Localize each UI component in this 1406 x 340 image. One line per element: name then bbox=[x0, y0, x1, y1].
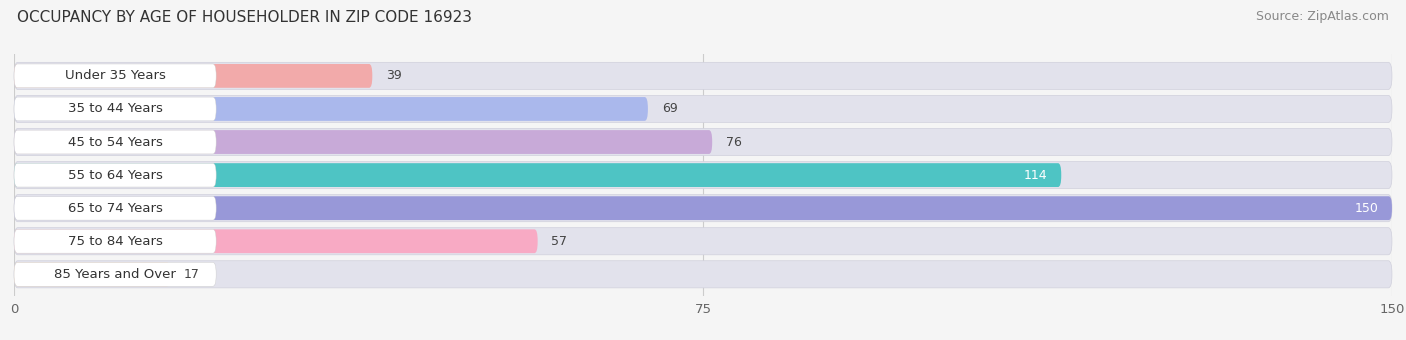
Text: Source: ZipAtlas.com: Source: ZipAtlas.com bbox=[1256, 10, 1389, 23]
FancyBboxPatch shape bbox=[14, 130, 217, 154]
FancyBboxPatch shape bbox=[14, 62, 1392, 89]
Text: 75 to 84 Years: 75 to 84 Years bbox=[67, 235, 163, 248]
FancyBboxPatch shape bbox=[14, 96, 1392, 122]
Text: 69: 69 bbox=[662, 102, 678, 116]
Text: 17: 17 bbox=[184, 268, 200, 281]
FancyBboxPatch shape bbox=[14, 261, 1392, 288]
FancyBboxPatch shape bbox=[14, 64, 373, 88]
Text: 35 to 44 Years: 35 to 44 Years bbox=[67, 102, 163, 116]
FancyBboxPatch shape bbox=[14, 194, 1392, 222]
FancyBboxPatch shape bbox=[14, 129, 1392, 156]
FancyBboxPatch shape bbox=[14, 230, 217, 253]
FancyBboxPatch shape bbox=[14, 163, 1062, 187]
Text: 45 to 54 Years: 45 to 54 Years bbox=[67, 136, 163, 149]
Text: 150: 150 bbox=[1354, 202, 1378, 215]
Text: 55 to 64 Years: 55 to 64 Years bbox=[67, 169, 163, 182]
Text: Under 35 Years: Under 35 Years bbox=[65, 69, 166, 82]
FancyBboxPatch shape bbox=[14, 262, 170, 286]
FancyBboxPatch shape bbox=[14, 196, 1392, 220]
FancyBboxPatch shape bbox=[14, 196, 217, 220]
Text: 85 Years and Over: 85 Years and Over bbox=[55, 268, 176, 281]
FancyBboxPatch shape bbox=[14, 130, 713, 154]
Text: 57: 57 bbox=[551, 235, 568, 248]
FancyBboxPatch shape bbox=[14, 97, 217, 121]
FancyBboxPatch shape bbox=[14, 97, 648, 121]
FancyBboxPatch shape bbox=[14, 228, 1392, 255]
FancyBboxPatch shape bbox=[14, 262, 217, 286]
FancyBboxPatch shape bbox=[14, 163, 217, 187]
Text: 76: 76 bbox=[725, 136, 742, 149]
Text: 114: 114 bbox=[1024, 169, 1047, 182]
Text: OCCUPANCY BY AGE OF HOUSEHOLDER IN ZIP CODE 16923: OCCUPANCY BY AGE OF HOUSEHOLDER IN ZIP C… bbox=[17, 10, 472, 25]
FancyBboxPatch shape bbox=[14, 162, 1392, 189]
Text: 39: 39 bbox=[387, 69, 402, 82]
FancyBboxPatch shape bbox=[14, 230, 537, 253]
FancyBboxPatch shape bbox=[14, 64, 217, 88]
Text: 65 to 74 Years: 65 to 74 Years bbox=[67, 202, 163, 215]
